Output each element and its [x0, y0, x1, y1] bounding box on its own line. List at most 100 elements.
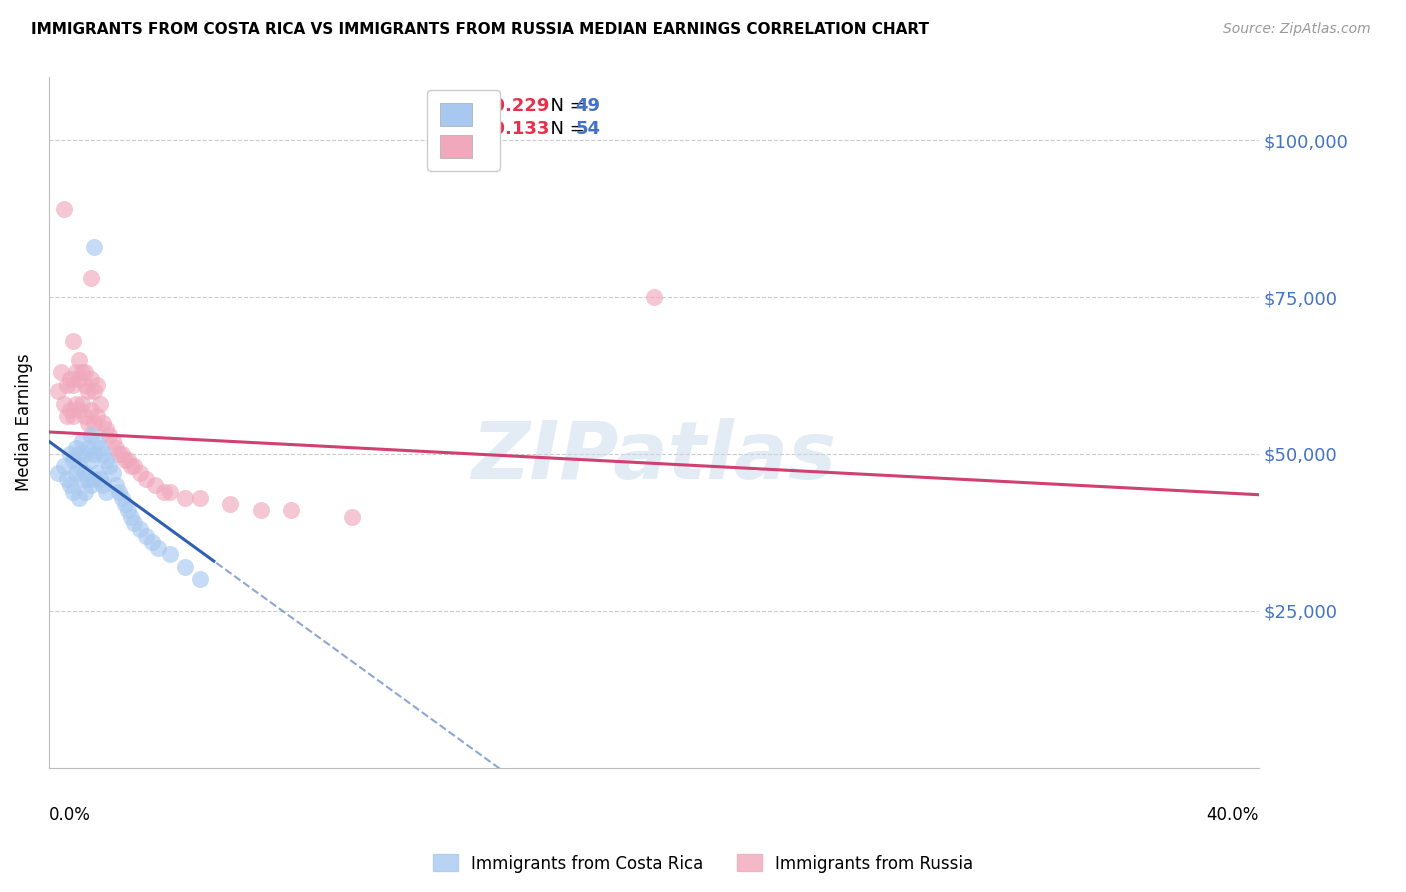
Point: [75, 409, 97, 424]
Point: [75, 378, 97, 392]
Point: [117, 453, 139, 467]
Text: -0.133: -0.133: [485, 120, 548, 137]
Point: [93, 416, 115, 430]
Point: [188, 573, 211, 587]
Point: [114, 497, 136, 511]
Point: [120, 459, 142, 474]
Point: [75, 365, 97, 379]
Point: [67, 403, 90, 417]
Point: [59, 371, 82, 385]
Point: [93, 447, 115, 461]
Point: [249, 503, 271, 517]
Point: [56, 378, 79, 392]
Text: Source: ZipAtlas.com: Source: ZipAtlas.com: [1223, 22, 1371, 37]
Point: [80, 428, 103, 442]
Point: [107, 447, 129, 461]
Point: [280, 503, 302, 517]
Point: [53, 397, 76, 411]
Legend: Immigrants from Costa Rica, Immigrants from Russia: Immigrants from Costa Rica, Immigrants f…: [426, 847, 980, 880]
Point: [153, 484, 176, 499]
Point: [59, 478, 82, 492]
Point: [59, 447, 82, 461]
Point: [86, 378, 108, 392]
Point: [65, 397, 87, 411]
Point: [83, 416, 105, 430]
Point: [98, 428, 121, 442]
Point: [83, 447, 105, 461]
Point: [89, 472, 111, 486]
Point: [122, 459, 145, 474]
Text: IMMIGRANTS FROM COSTA RICA VS IMMIGRANTS FROM RUSSIA MEDIAN EARNINGS CORRELATION: IMMIGRANTS FROM COSTA RICA VS IMMIGRANTS…: [31, 22, 929, 37]
Text: 40.0%: 40.0%: [1206, 805, 1260, 823]
Point: [59, 403, 82, 417]
Point: [174, 560, 197, 574]
Point: [83, 472, 105, 486]
Point: [135, 528, 157, 542]
Point: [219, 497, 242, 511]
Point: [56, 472, 79, 486]
Point: [80, 403, 103, 417]
Text: 54: 54: [575, 120, 600, 137]
Point: [46, 384, 69, 399]
Point: [104, 478, 127, 492]
Text: 49: 49: [575, 97, 600, 115]
Point: [83, 384, 105, 399]
Point: [67, 352, 90, 367]
Point: [93, 478, 115, 492]
Point: [49, 365, 72, 379]
Point: [67, 459, 90, 474]
Point: [107, 484, 129, 499]
Point: [159, 484, 181, 499]
Point: [110, 447, 132, 461]
Point: [53, 459, 76, 474]
Point: [62, 334, 84, 348]
Point: [67, 447, 90, 461]
Point: [96, 422, 118, 436]
Point: [62, 484, 84, 499]
Point: [65, 365, 87, 379]
Point: [83, 240, 105, 254]
Point: [75, 447, 97, 461]
Point: [70, 397, 93, 411]
Point: [77, 384, 100, 399]
Point: [141, 534, 163, 549]
Point: [174, 491, 197, 505]
Point: [96, 484, 118, 499]
Point: [65, 441, 87, 455]
Point: [53, 202, 76, 217]
Point: [98, 459, 121, 474]
Point: [67, 371, 90, 385]
Point: [46, 466, 69, 480]
Point: [77, 472, 100, 486]
Legend:  ,  : ,: [427, 90, 499, 170]
Point: [340, 509, 363, 524]
Point: [75, 466, 97, 480]
Point: [89, 441, 111, 455]
Point: [70, 472, 93, 486]
Point: [122, 516, 145, 530]
Point: [67, 491, 90, 505]
Point: [62, 378, 84, 392]
Point: [101, 466, 124, 480]
Point: [117, 503, 139, 517]
Point: [75, 484, 97, 499]
Point: [80, 478, 103, 492]
Point: [188, 491, 211, 505]
Point: [135, 472, 157, 486]
Point: [86, 434, 108, 449]
Text: ZIPatlas: ZIPatlas: [471, 418, 837, 496]
Point: [104, 441, 127, 455]
Point: [114, 453, 136, 467]
Point: [86, 466, 108, 480]
Text: R =: R =: [454, 97, 494, 115]
Point: [101, 434, 124, 449]
Point: [159, 547, 181, 561]
Point: [65, 466, 87, 480]
Point: [120, 509, 142, 524]
Y-axis label: Median Earnings: Median Earnings: [15, 354, 32, 491]
Point: [70, 365, 93, 379]
Text: R =: R =: [454, 120, 494, 137]
Point: [128, 466, 150, 480]
Point: [56, 409, 79, 424]
Point: [143, 478, 166, 492]
